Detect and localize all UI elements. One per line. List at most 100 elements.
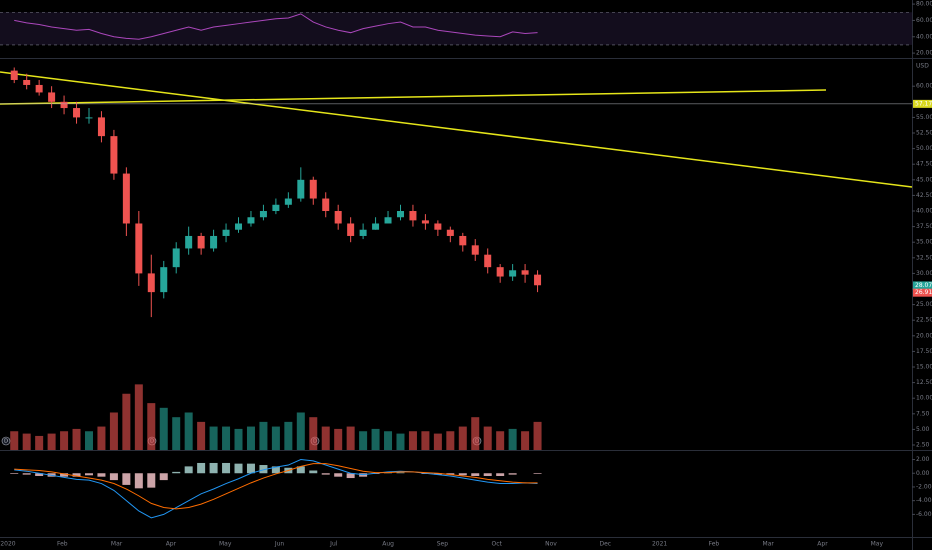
- histogram-bar: [321, 473, 330, 475]
- volume-bar: [35, 435, 44, 450]
- candle-body: [347, 223, 355, 236]
- indicator-line: [14, 463, 538, 510]
- volume-bar: [172, 417, 181, 450]
- candle-body: [10, 70, 18, 80]
- y-tick-label: 50.00: [916, 145, 932, 152]
- y-tick-label: 10.00: [916, 395, 932, 402]
- volume-bar: [60, 431, 69, 450]
- histogram-bar: [271, 466, 280, 474]
- y-tick-label: 20.00: [916, 50, 932, 57]
- histogram-bar: [296, 466, 305, 474]
- y-tick-label: 0.00: [916, 470, 930, 477]
- volume-bar: [159, 407, 168, 450]
- volume-bar: [433, 433, 442, 450]
- price-label-box: [913, 288, 932, 297]
- histogram-bar: [184, 466, 193, 474]
- candle-body: [147, 273, 155, 293]
- volume-bar: [471, 417, 480, 450]
- volume-bar: [446, 431, 455, 450]
- y-tick-label: 32.50: [916, 254, 932, 261]
- y-tick-label: 20.00: [916, 332, 932, 339]
- candle-body: [459, 235, 467, 246]
- histogram-bar: [446, 473, 455, 475]
- volume-bar: [246, 426, 255, 450]
- volume-bar: [84, 431, 93, 450]
- volume-bar: [508, 428, 517, 450]
- histogram-bar: [122, 473, 131, 485]
- volume-bar: [72, 428, 81, 450]
- y-tick-label: 45.00: [916, 176, 932, 183]
- histogram-bar: [309, 470, 318, 474]
- histogram-bar: [471, 473, 480, 476]
- candle-body: [471, 245, 479, 255]
- volume-bar: [334, 428, 343, 450]
- y-tick-label: 5.00: [916, 426, 930, 433]
- candle-body: [496, 267, 504, 277]
- volume-bar: [197, 421, 206, 450]
- histogram-bar: [159, 473, 168, 481]
- y-tick-label: -6.00: [916, 511, 932, 518]
- candle-body: [334, 211, 342, 224]
- candle-body: [309, 179, 317, 199]
- candle-body: [185, 235, 193, 249]
- trend-line: [0, 71, 913, 188]
- histogram-bar: [22, 473, 31, 475]
- x-tick-label: May: [871, 541, 884, 548]
- histogram-bar: [209, 462, 218, 474]
- candle-body: [60, 101, 68, 109]
- volume-bar: [396, 433, 405, 450]
- candle-body: [110, 136, 118, 174]
- price-label: 26.91: [915, 289, 932, 296]
- x-tick-label: Mar: [763, 541, 775, 548]
- candle-body: [521, 270, 529, 275]
- candle-body: [446, 229, 454, 236]
- candle-body: [222, 229, 230, 236]
- candle-body: [160, 267, 168, 293]
- volume-bar: [47, 433, 56, 450]
- histogram-bar: [72, 473, 81, 477]
- x-tick-label: Jul: [329, 541, 338, 548]
- y-tick-label: 2.00: [916, 456, 930, 463]
- histogram-bar: [172, 471, 181, 474]
- histogram-bar: [60, 473, 69, 477]
- candle-body: [35, 84, 43, 93]
- volume-bar: [371, 428, 380, 450]
- volume-bar: [483, 426, 492, 450]
- candle-body: [73, 108, 81, 118]
- candle-body: [23, 79, 31, 85]
- histogram-bar: [197, 462, 206, 474]
- x-tick-label: 2020: [0, 541, 15, 548]
- x-tick-label: May: [219, 541, 232, 548]
- y-tick-label: 60.00: [916, 17, 932, 24]
- y-tick-label: 7.50: [916, 410, 930, 417]
- x-tick-label: Apr: [817, 541, 828, 548]
- candle-body: [259, 211, 267, 218]
- y-tick-label: 55.00: [916, 114, 932, 121]
- y-tick-label: 17.50: [916, 348, 932, 355]
- y-tick-label: -4.00: [916, 497, 932, 504]
- candle-body: [534, 274, 542, 286]
- y-tick-label: 80.00: [916, 1, 932, 8]
- histogram-bar: [10, 473, 19, 474]
- volume-bar: [97, 426, 106, 450]
- trend-line: [0, 89, 827, 105]
- volume-bar: [496, 431, 505, 450]
- histogram-bar: [259, 465, 268, 474]
- candle-body: [235, 223, 243, 230]
- volume-bar: [284, 421, 293, 450]
- x-tick-label: Oct: [492, 541, 503, 548]
- x-tick-label: Jun: [274, 541, 285, 548]
- candle-body: [409, 211, 417, 221]
- volume-bar: [134, 384, 143, 450]
- candle-body: [135, 223, 143, 274]
- volume-bar: [533, 421, 542, 450]
- histogram-bar: [84, 473, 93, 476]
- candle-body: [85, 117, 93, 119]
- y-tick-label: -2.00: [916, 483, 932, 490]
- histogram-bar: [483, 473, 492, 476]
- volume-bar: [346, 426, 355, 450]
- y-tick-label: 22.50: [916, 317, 932, 324]
- x-tick-label: Feb: [57, 541, 68, 548]
- volume-bar: [147, 403, 156, 450]
